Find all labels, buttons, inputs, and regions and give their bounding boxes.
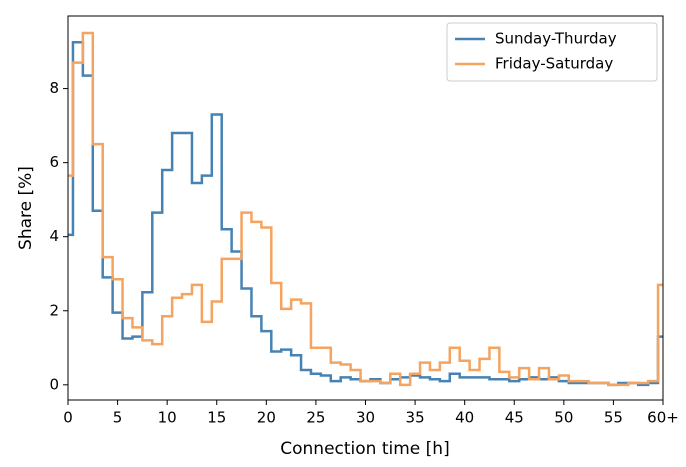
legend-box bbox=[446, 22, 658, 82]
x-tick-label: 20 bbox=[257, 409, 276, 427]
step-line bbox=[68, 41, 663, 387]
y-tick-label: 6 bbox=[49, 153, 59, 171]
x-tick-label: 25 bbox=[306, 409, 325, 427]
series-group bbox=[68, 31, 663, 387]
x-axis-label: Connection time [h] bbox=[280, 439, 449, 459]
x-tick-label: 35 bbox=[406, 409, 425, 427]
x-tick-label: 0 bbox=[63, 409, 73, 427]
x-tick-label: 5 bbox=[113, 409, 123, 427]
plot-frame bbox=[67, 15, 664, 401]
x-tick-label: 45 bbox=[505, 409, 524, 427]
y-axis-label: Share [%] bbox=[16, 166, 36, 250]
y-tick-label: 4 bbox=[49, 227, 59, 245]
x-tick-label: 30 bbox=[356, 409, 375, 427]
y-tick-label: 2 bbox=[49, 301, 59, 319]
step-line bbox=[68, 31, 663, 387]
x-tick-label: 10 bbox=[158, 409, 177, 427]
x-tick-label: 50 bbox=[554, 409, 573, 427]
x-tick-label: 55 bbox=[604, 409, 623, 427]
x-tick-label: 15 bbox=[207, 409, 226, 427]
legend-label: Sunday-Thurday bbox=[495, 30, 617, 48]
x-tick-label: 60+ bbox=[647, 409, 679, 427]
y-tick-label: 8 bbox=[49, 79, 59, 97]
x-tick-label: 40 bbox=[455, 409, 474, 427]
y-tick-label: 0 bbox=[49, 375, 59, 393]
legend-label: Friday-Saturday bbox=[495, 55, 613, 73]
series-group bbox=[68, 41, 663, 387]
